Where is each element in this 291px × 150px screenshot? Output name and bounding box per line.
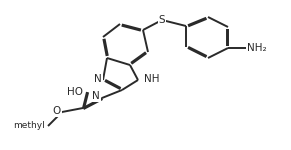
Text: HO: HO [67,87,83,97]
Text: S: S [159,15,165,25]
Text: NH₂: NH₂ [247,43,267,53]
Text: methyl: methyl [13,122,45,130]
Text: N: N [94,74,102,84]
Text: N: N [92,91,100,101]
Text: O: O [53,106,61,116]
Text: NH: NH [144,74,159,84]
